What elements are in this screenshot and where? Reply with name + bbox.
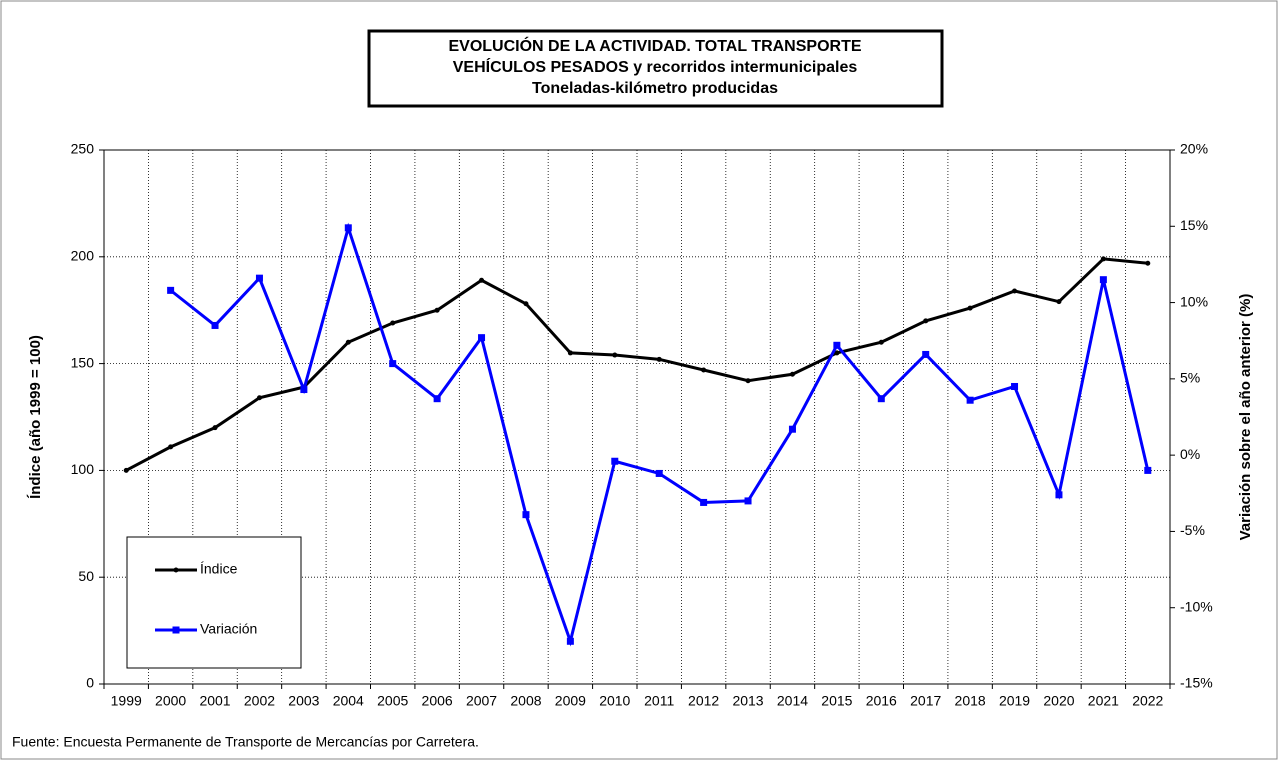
point — [211, 321, 219, 329]
point — [700, 498, 708, 506]
x-tick-label: 2010 — [599, 693, 630, 709]
x-tick-label: 2003 — [288, 693, 319, 709]
y-tick-label: 0 — [86, 675, 94, 691]
point — [656, 356, 662, 362]
y2-tick-label: 0% — [1180, 446, 1200, 462]
y2-tick-label: -10% — [1180, 598, 1213, 614]
y-tick-label: 50 — [78, 568, 94, 584]
point — [788, 425, 796, 433]
point — [1056, 299, 1062, 305]
x-tick-label: 2022 — [1132, 693, 1163, 709]
point — [967, 305, 973, 311]
point — [1011, 382, 1019, 390]
y2-tick-label: -15% — [1180, 675, 1213, 691]
point — [522, 511, 530, 519]
legend-marker — [173, 567, 179, 573]
x-tick-label: 2001 — [199, 693, 230, 709]
point — [833, 341, 841, 349]
y2-tick-label: 5% — [1180, 370, 1200, 386]
point — [389, 360, 397, 368]
point — [255, 274, 263, 282]
point — [478, 334, 486, 342]
series-line — [125, 257, 1148, 472]
point — [612, 352, 618, 358]
point — [212, 425, 218, 431]
x-tick-label: 2004 — [333, 693, 364, 709]
point — [479, 277, 485, 283]
point — [168, 444, 174, 450]
legend-marker — [172, 626, 180, 634]
point — [345, 339, 351, 345]
point — [433, 395, 441, 403]
point — [923, 318, 929, 324]
point — [566, 637, 574, 645]
y-tick-label: 150 — [71, 354, 95, 370]
point — [1145, 260, 1151, 266]
point — [256, 395, 262, 401]
x-tick-label: 2020 — [1043, 693, 1074, 709]
plot-border — [103, 149, 1171, 685]
y2-tick-label: -5% — [1180, 522, 1205, 538]
x-tick-label: 2016 — [866, 693, 897, 709]
point — [523, 301, 529, 307]
x-tick-label: 2002 — [244, 693, 275, 709]
x-tick-label: 2013 — [732, 693, 763, 709]
y2-tick-label: 10% — [1180, 293, 1208, 309]
point — [300, 386, 308, 394]
point — [390, 320, 396, 326]
x-tick-label: 2000 — [155, 693, 186, 709]
point — [744, 497, 752, 505]
legend-box — [126, 536, 302, 669]
point — [834, 350, 840, 356]
legend-label: Índice — [200, 561, 238, 577]
point — [878, 339, 884, 345]
y2-tick-label: 15% — [1180, 217, 1208, 233]
x-tick-label: 2008 — [510, 693, 541, 709]
point — [1144, 466, 1152, 474]
point — [655, 469, 663, 477]
x-tick-label: 2021 — [1088, 693, 1119, 709]
x-tick-label: 2012 — [688, 693, 719, 709]
x-tick-label: 2009 — [555, 693, 586, 709]
point — [701, 367, 707, 373]
point — [877, 395, 885, 403]
y-tick-label: 100 — [71, 461, 95, 477]
y2-tick-label: 20% — [1180, 141, 1208, 157]
source-note: Fuente: Encuesta Permanente de Transport… — [12, 734, 479, 750]
x-tick-label: 2017 — [910, 693, 941, 709]
point — [1055, 491, 1063, 499]
chart-title: Toneladas-kilómetro producidas — [532, 80, 778, 97]
point — [789, 371, 795, 377]
point — [567, 350, 573, 356]
point — [966, 396, 974, 404]
chart-title: EVOLUCIÓN DE LA ACTIVIDAD. TOTAL TRANSPO… — [448, 36, 861, 55]
x-tick-label: 1999 — [111, 693, 142, 709]
y2-axis-label: Variación sobre el año anterior (%) — [1237, 294, 1254, 541]
title-box — [367, 29, 944, 108]
x-tick-label: 2005 — [377, 693, 408, 709]
x-tick-label: 2019 — [999, 693, 1030, 709]
point — [344, 224, 352, 232]
point — [745, 378, 751, 384]
point — [167, 286, 175, 294]
point — [1012, 288, 1018, 294]
legend-label: Variación — [200, 621, 257, 637]
x-tick-label: 2011 — [644, 693, 674, 709]
x-tick-label: 2007 — [466, 693, 497, 709]
x-tick-label: 2015 — [821, 693, 852, 709]
point — [922, 350, 930, 358]
point — [611, 457, 619, 465]
point — [434, 307, 440, 313]
x-tick-label: 2018 — [955, 693, 986, 709]
y-tick-label: 200 — [71, 248, 95, 264]
y-tick-label: 250 — [71, 141, 95, 157]
point — [1100, 256, 1106, 262]
x-tick-label: 2014 — [777, 693, 808, 709]
y-axis-label: Índice (año 1999 = 100) — [27, 335, 44, 499]
point — [123, 467, 129, 473]
chart-title: VEHÍCULOS PESADOS y recorridos intermuni… — [453, 57, 858, 76]
x-tick-label: 2006 — [422, 693, 453, 709]
point — [1099, 276, 1107, 284]
